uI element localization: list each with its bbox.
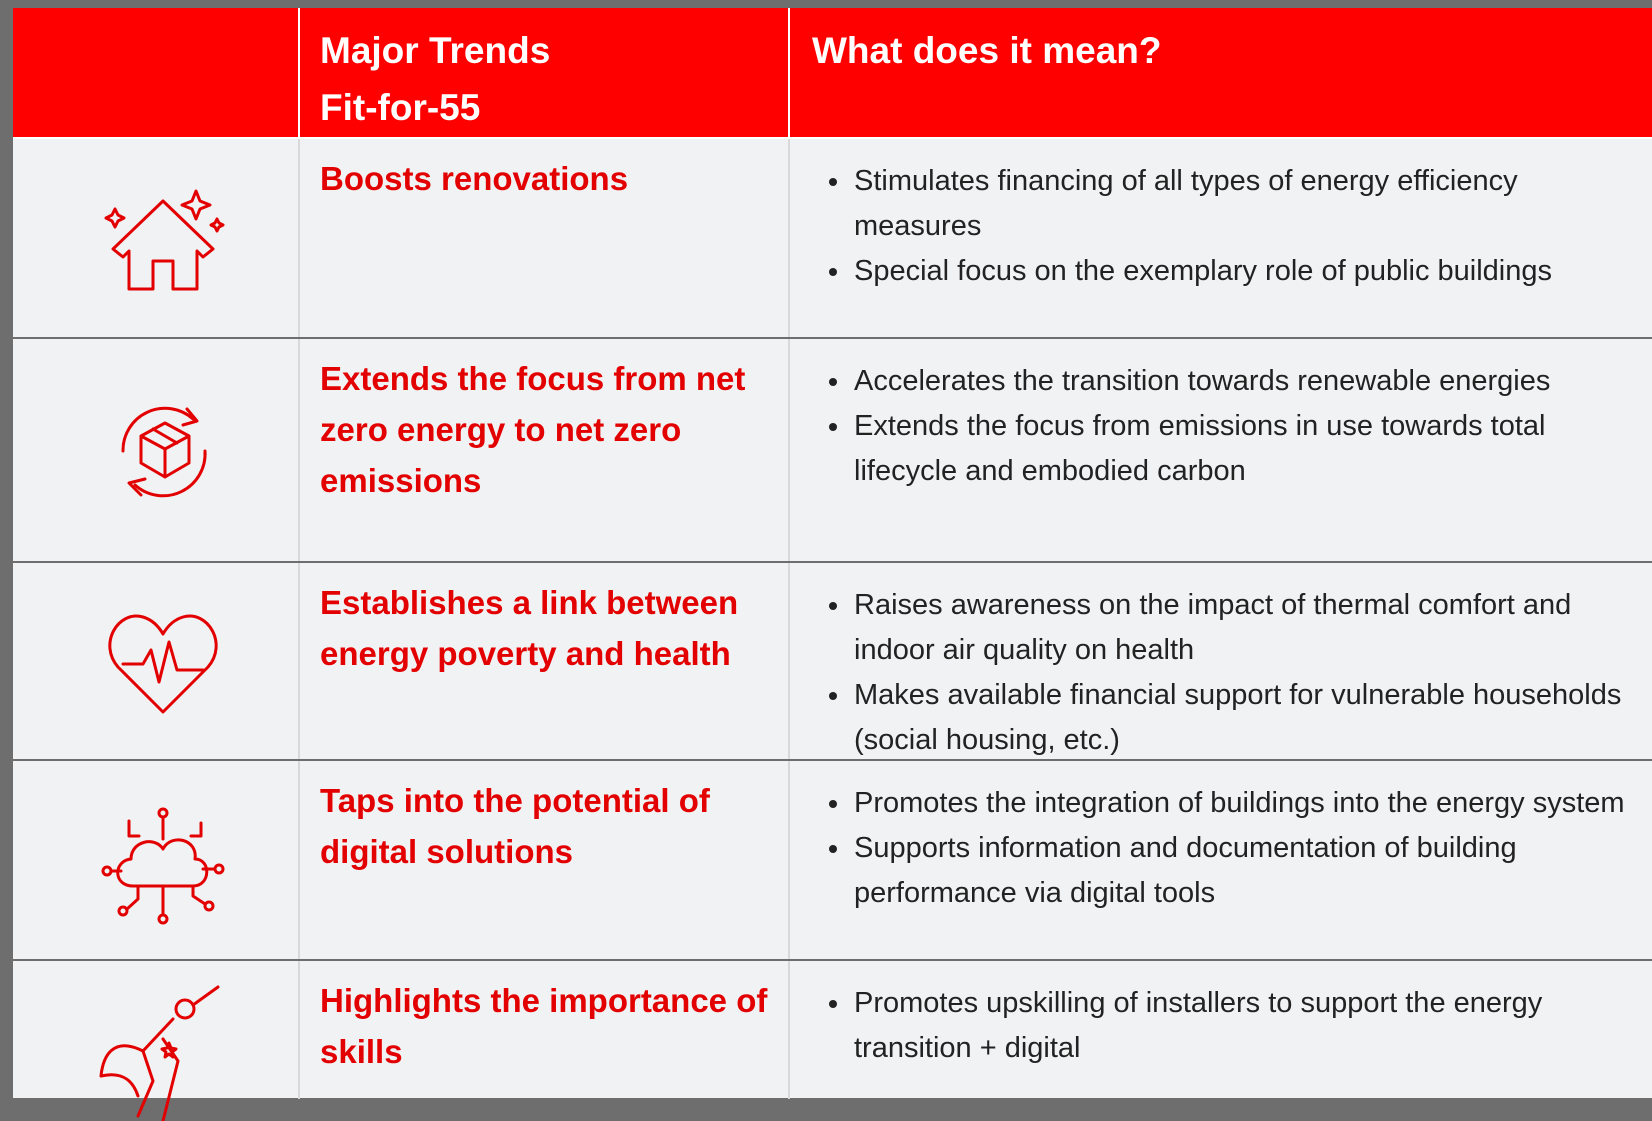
icon-cell (13, 961, 300, 1121)
icon-cycle (121, 406, 207, 498)
table-row: Taps into the potential of digital solut… (13, 761, 1652, 961)
bullet-list: Promotes upskilling of installers to sup… (812, 981, 1644, 1071)
bullet-list: Raises awareness on the impact of therma… (812, 583, 1644, 763)
icon-cell (13, 761, 300, 959)
table-row: Establishes a link between energy povert… (13, 563, 1652, 761)
icon-cell (13, 139, 300, 337)
meaning: Raises awareness on the impact of therma… (790, 563, 1652, 759)
icon-heart (108, 614, 218, 714)
icon-cell (13, 563, 300, 759)
bullet-item: Supports information and documentation o… (852, 826, 1644, 916)
header-blank (13, 8, 300, 137)
trends-table: Major Trends Fit-for-55 What does it mea… (13, 8, 1652, 1121)
bullet-list: Stimulates financing of all types of ene… (812, 159, 1644, 294)
trend: Highlights the importance of skills (300, 961, 790, 1099)
icon-cloud (101, 807, 225, 925)
meaning: Accelerates the transition towards renew… (790, 339, 1652, 561)
header-trend: Major Trends Fit-for-55 (300, 8, 790, 137)
bullet-item: Promotes upskilling of installers to sup… (852, 981, 1644, 1071)
header-meaning: What does it mean? (812, 30, 1162, 71)
meaning: Promotes the integration of buildings in… (790, 761, 1652, 959)
table-row: Highlights the importance of skills Promo… (13, 961, 1652, 1121)
bullet-item: Accelerates the transition towards renew… (852, 359, 1644, 404)
trend: Boosts renovations (300, 139, 790, 337)
header-line: Fit-for-55 (320, 87, 481, 128)
meaning: Stimulates financing of all types of ene… (790, 139, 1652, 337)
trend: Taps into the potential of digital solut… (300, 761, 790, 959)
meaning: Promotes upskilling of installers to sup… (790, 961, 1652, 1099)
bullet-item: Special focus on the exemplary role of p… (852, 249, 1644, 294)
bullet-item: Stimulates financing of all types of ene… (852, 159, 1644, 249)
bullet-item: Extends the focus from emissions in use … (852, 404, 1644, 494)
bullet-list: Accelerates the transition towards renew… (812, 359, 1644, 494)
icon-cell (13, 339, 300, 561)
bullet-item: Promotes the integration of buildings in… (852, 781, 1644, 826)
icon-hero (99, 985, 220, 1121)
bullet-item: Raises awareness on the impact of therma… (852, 583, 1644, 673)
table-row: Extends the focus from net zero energy t… (13, 339, 1652, 563)
trend: Extends the focus from net zero energy t… (300, 339, 790, 561)
header-line: Major Trends (320, 30, 551, 71)
bullet-list: Promotes the integration of buildings in… (812, 781, 1644, 916)
header-row: Major Trends Fit-for-55 What does it mea… (13, 8, 1652, 139)
bullet-item: Makes available financial support for vu… (852, 673, 1644, 763)
trend: Establishes a link between energy povert… (300, 563, 790, 759)
icon-house (104, 189, 225, 291)
table-row: Boosts renovations Stimulates financing o… (13, 139, 1652, 339)
